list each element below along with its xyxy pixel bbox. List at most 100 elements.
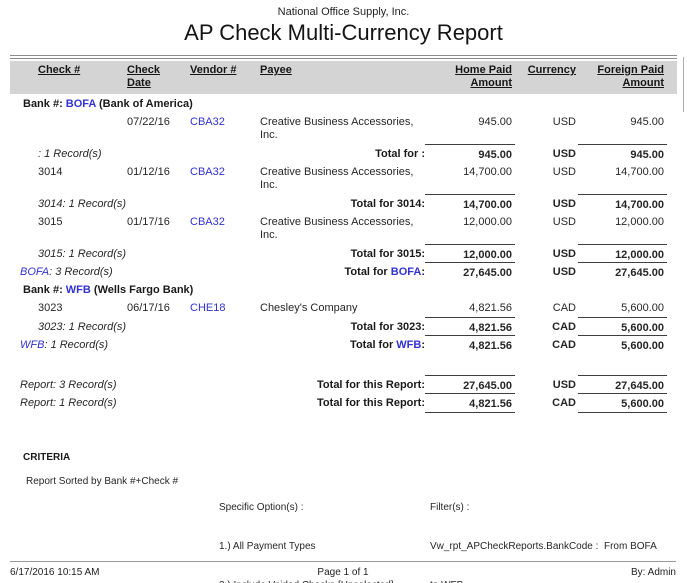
- criteria-heading: CRITERIA: [23, 452, 71, 463]
- criteria-options: Specific Option(s) : 1.) All Payment Typ…: [219, 502, 394, 583]
- check-date: 01/17/16: [127, 216, 170, 228]
- currency: USD: [552, 216, 576, 228]
- check-detail-row: 07/22/16 CBA32 Creative Business Accesso…: [10, 112, 687, 144]
- currency: USD: [552, 266, 576, 278]
- vendor-code-link[interactable]: CBA32: [190, 216, 225, 228]
- report-total-row: Report: 1 Record(s) Total for this Report…: [10, 393, 687, 413]
- criteria-filters: Filter(s) : Vw_rpt_APCheckReports.BankCo…: [430, 502, 657, 583]
- bank-code-link[interactable]: BOFA: [65, 98, 96, 110]
- column-header-payee: Payee: [260, 64, 292, 76]
- payee: Creative Business Accessories, Inc.: [260, 166, 414, 191]
- header-divider: [10, 55, 677, 59]
- column-header-home-paid-amount: Home Paid Amount: [455, 64, 512, 89]
- record-count: Report: 3 Record(s): [20, 379, 117, 391]
- total-label: Total for :: [375, 148, 425, 160]
- home-paid-total: 14,700.00: [425, 194, 515, 212]
- vendor-code-link[interactable]: CHE18: [190, 302, 226, 314]
- payee: Creative Business Accessories, Inc.: [260, 116, 414, 141]
- bank-label: Bank #:: [23, 284, 66, 296]
- vendor-code-link[interactable]: CBA32: [190, 166, 225, 178]
- currency: USD: [552, 148, 576, 160]
- home-paid-total: 12,000.00: [425, 244, 515, 262]
- bank-total-row: BOFA: 3 Record(s) Total for BOFA: 27,645.…: [10, 262, 687, 280]
- vendor-code-link[interactable]: CBA32: [190, 116, 225, 128]
- check-date: 06/17/16: [127, 302, 170, 314]
- bank-group-header: Bank #: WFB (Wells Fargo Bank): [10, 280, 687, 298]
- foreign-paid-amount: 12,000.00: [615, 216, 664, 228]
- column-header-vendor: Vendor #: [190, 64, 237, 76]
- record-count: BOFA: 3 Record(s): [20, 266, 113, 278]
- check-date: 07/22/16: [127, 116, 170, 128]
- home-paid-amount: 14,700.00: [463, 166, 512, 178]
- report-total-row: Report: 3 Record(s) Total for this Report…: [10, 375, 687, 393]
- foreign-paid-amount: 5,600.00: [621, 302, 664, 314]
- check-date: 01/12/16: [127, 166, 170, 178]
- check-detail-row: 3015 01/17/16 CBA32 Creative Business Ac…: [10, 212, 687, 244]
- foreign-paid-total: 14,700.00: [578, 194, 667, 212]
- currency: CAD: [552, 397, 576, 409]
- currency: USD: [552, 116, 576, 128]
- payee: Creative Business Accessories, Inc.: [260, 216, 414, 241]
- check-total-row: : 1 Record(s) Total for : 945.00 USD 945.…: [10, 144, 687, 162]
- foreign-paid-amount: 14,700.00: [615, 166, 664, 178]
- home-paid-total: 4,821.56: [425, 335, 515, 353]
- check-total-row: 3014: 1 Record(s) Total for 3014: 14,700.…: [10, 194, 687, 212]
- page-edge-mark: [683, 57, 684, 112]
- total-label: Total for BOFA:: [344, 266, 425, 278]
- home-paid-amount: 945.00: [478, 116, 512, 128]
- report-total-label: Total for this Report:: [317, 379, 425, 391]
- criteria-section: CRITERIA Report Sorted by Bank #+Check #…: [0, 452, 687, 583]
- bank-total-row: WFB: 1 Record(s) Total for WFB: 4,821.56 …: [10, 335, 687, 353]
- check-total-row: 3015: 1 Record(s) Total for 3015: 12,000.…: [10, 244, 687, 262]
- record-count: 3014: 1 Record(s): [38, 198, 127, 210]
- bank-name: (Wells Fargo Bank): [90, 284, 194, 296]
- foreign-paid-total: 12,000.00: [578, 244, 667, 262]
- record-count: Report: 1 Record(s): [20, 397, 117, 409]
- currency: USD: [552, 379, 576, 391]
- currency: USD: [552, 166, 576, 178]
- table-header-row: Check # Check Date Vendor # Payee Home P…: [10, 61, 677, 94]
- home-paid-amount: 12,000.00: [463, 216, 512, 228]
- check-number: [10, 112, 117, 144]
- bank-name: (Bank of America): [95, 98, 193, 110]
- currency: USD: [552, 198, 576, 210]
- home-paid-total: 27,645.00: [425, 375, 515, 393]
- bank-group-header: Bank #: BOFA (Bank of America): [10, 94, 687, 112]
- total-label: Total for 3014:: [350, 198, 425, 210]
- foreign-paid-total: 5,600.00: [578, 393, 667, 413]
- criteria-sorted-by: Report Sorted by Bank #+Check #: [26, 476, 179, 487]
- page-footer: 6/17/2016 10:15 AM Page 1 of 1 By: Admin: [10, 561, 676, 578]
- total-label: Total for WFB:: [350, 339, 425, 351]
- report-total-label: Total for this Report:: [317, 397, 425, 409]
- foreign-paid-total: 27,645.00: [578, 375, 667, 393]
- footer-user: By: Admin: [630, 567, 676, 578]
- check-detail-row: 3023 06/17/16 CHE18 Chesley's Company 4,…: [10, 298, 687, 317]
- home-paid-total: 4,821.56: [425, 317, 515, 335]
- total-label: Total for 3015:: [350, 248, 425, 260]
- foreign-paid-total: 5,600.00: [578, 317, 667, 335]
- record-count: : 1 Record(s): [38, 148, 102, 160]
- check-number: 3014: [38, 166, 63, 178]
- section-gap: [10, 353, 687, 375]
- total-label: Total for 3023:: [350, 321, 425, 333]
- home-paid-total: 4,821.56: [425, 393, 515, 413]
- home-paid-total: 945.00: [425, 144, 515, 162]
- home-paid-total: 27,645.00: [425, 262, 515, 280]
- bank-code-link[interactable]: WFB: [65, 284, 91, 296]
- footer-page-number: Page 1 of 1: [317, 567, 369, 578]
- record-count: 3023: 1 Record(s): [38, 321, 127, 333]
- foreign-paid-total: 945.00: [578, 144, 667, 162]
- check-number: 3015: [38, 216, 63, 228]
- currency: CAD: [552, 339, 576, 351]
- company-name: National Office Supply, Inc.: [277, 6, 410, 18]
- check-total-row: 3023: 1 Record(s) Total for 3023: 4,821.5…: [10, 317, 687, 335]
- check-number: 3023: [38, 302, 63, 314]
- currency: USD: [552, 248, 576, 260]
- record-count: WFB: 1 Record(s): [20, 339, 109, 351]
- footer-datetime: 6/17/2016 10:15 AM: [10, 567, 100, 578]
- currency: CAD: [552, 302, 576, 314]
- foreign-paid-total: 5,600.00: [578, 335, 667, 353]
- foreign-paid-amount: 945.00: [630, 116, 664, 128]
- currency: CAD: [552, 321, 576, 333]
